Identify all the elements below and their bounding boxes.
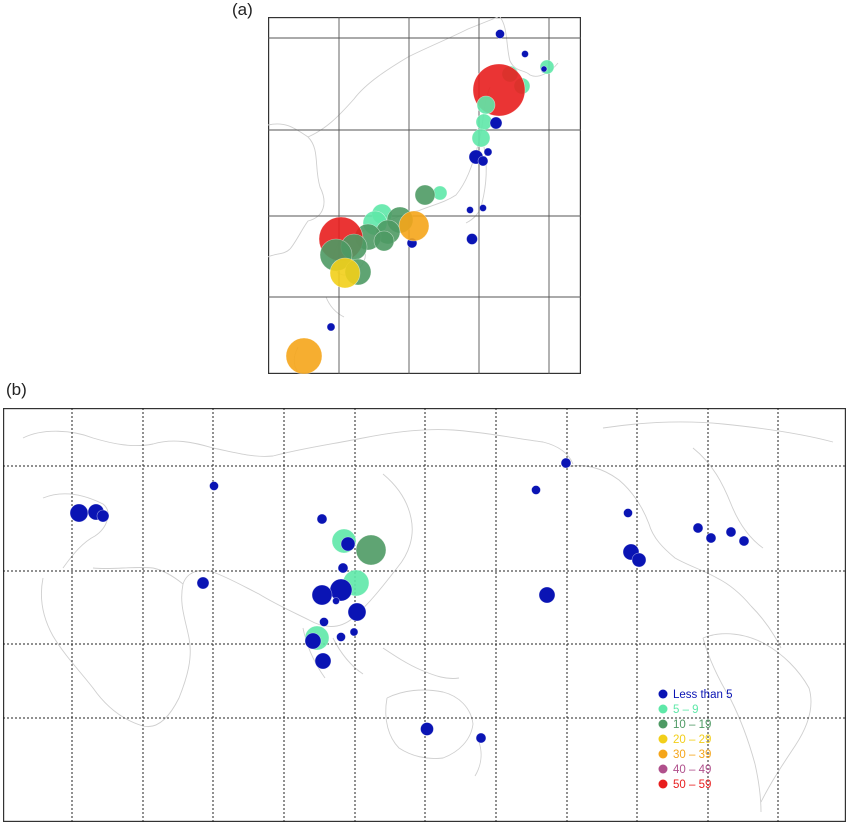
bubble-marker — [466, 206, 474, 214]
legend: Less than 5 5 – 9 10 – 19 20 – 29 30 – 39 40 … — [658, 689, 732, 791]
legend-swatch — [658, 689, 668, 699]
bubble-marker — [531, 485, 541, 495]
bubble-marker — [373, 230, 395, 252]
bubble-marker — [738, 535, 750, 547]
bubble-marker — [349, 627, 359, 637]
legend-label: 5 – 9 — [673, 704, 699, 716]
bubble-marker — [479, 204, 487, 212]
bubble-marker — [471, 128, 491, 148]
bubble-marker — [196, 576, 210, 590]
bubble-marker — [319, 617, 329, 627]
panel-label-a: (a) — [232, 0, 253, 19]
bubble-marker — [414, 184, 436, 206]
bubble-marker — [340, 536, 356, 552]
bubble-marker — [314, 652, 332, 670]
legend-swatch — [658, 749, 668, 759]
legend-label: 50 – 59 — [673, 779, 711, 791]
bubble-marker — [631, 552, 647, 568]
bubble-marker — [540, 65, 548, 73]
bubbles — [285, 29, 555, 374]
bubble-marker — [466, 233, 478, 245]
bubble-marker — [332, 597, 340, 605]
bubble-marker — [560, 457, 572, 469]
legend-swatch — [658, 764, 668, 774]
bubble-marker — [285, 337, 323, 374]
bubble-marker — [329, 257, 361, 289]
bubble-marker — [304, 632, 322, 650]
bubble-marker — [725, 526, 737, 538]
bubble-marker — [476, 95, 496, 115]
japan-bubble-map — [268, 17, 581, 374]
legend-label: 30 – 39 — [673, 749, 711, 761]
bubble-marker — [475, 113, 493, 131]
bubble-marker — [326, 322, 336, 332]
legend-label: 10 – 19 — [673, 719, 711, 731]
panel-label-b: (b) — [6, 380, 27, 399]
legend-label: Less than 5 — [673, 689, 732, 701]
bubble-marker — [355, 534, 387, 566]
coastlines — [22, 421, 834, 813]
legend-label: 20 – 29 — [673, 734, 711, 746]
bubble-marker — [209, 481, 219, 491]
bubble-marker — [489, 116, 503, 130]
bubble-marker — [347, 602, 367, 622]
bubble-marker — [96, 509, 110, 523]
bubble-marker — [538, 586, 556, 604]
bubble-marker — [337, 562, 349, 574]
legend-swatch — [658, 704, 668, 714]
legend-swatch — [658, 779, 668, 789]
bubble-marker — [495, 29, 505, 39]
bubble-marker — [420, 722, 434, 736]
legend-swatch — [658, 719, 668, 729]
bubble-marker — [705, 532, 717, 544]
bubble-marker — [311, 584, 333, 606]
bubble-marker — [329, 578, 353, 602]
bubble-marker — [521, 50, 529, 58]
legend-swatch — [658, 734, 668, 744]
bubble-marker — [69, 503, 89, 523]
bubble-marker — [623, 508, 633, 518]
bubble-marker — [483, 147, 493, 157]
bubbles — [69, 457, 750, 744]
map-frame — [3, 408, 846, 822]
bubble-marker — [336, 632, 346, 642]
bubble-marker — [477, 155, 489, 167]
world-bubble-map: Less than 5 5 – 9 10 – 19 20 – 29 30 – 39 40 … — [3, 408, 846, 822]
bubble-marker — [692, 522, 704, 534]
graticule — [3, 408, 846, 822]
bubble-marker — [398, 210, 430, 242]
bubble-marker — [475, 732, 487, 744]
legend-label: 40 – 49 — [673, 764, 711, 776]
map-frame — [268, 17, 581, 374]
bubble-marker — [316, 513, 328, 525]
